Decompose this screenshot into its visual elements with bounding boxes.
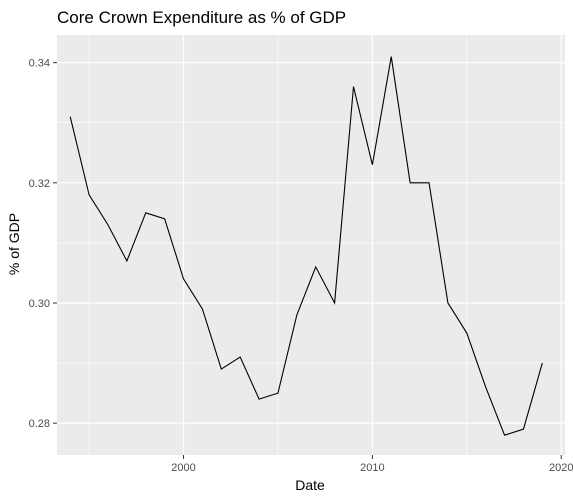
y-axis: 0.28 0.30 0.32 0.34: [29, 58, 57, 430]
data-point-2000: [183, 278, 185, 280]
x-tick-label: 2010: [360, 462, 384, 474]
data-point-2015: [466, 332, 468, 334]
x-axis: 2000 2010 2020: [171, 455, 573, 474]
data-point-2008: [334, 302, 336, 304]
plot-panel: [57, 35, 565, 455]
data-point-1999: [164, 218, 166, 220]
y-tick-label: 0.32: [29, 178, 50, 190]
y-axis-title: % of GDP: [6, 213, 22, 275]
data-point-2003: [239, 356, 241, 358]
data-point-2007: [315, 266, 317, 268]
data-point-2010: [371, 164, 373, 166]
data-point-2009: [352, 86, 354, 88]
data-point-2004: [258, 398, 260, 400]
data-point-2019: [541, 362, 543, 364]
data-point-2011: [390, 56, 392, 58]
data-point-1998: [145, 212, 147, 214]
y-tick-label: 0.30: [29, 298, 50, 310]
major-gridlines: [57, 35, 565, 455]
data-point-2006: [296, 314, 298, 316]
data-point-2018: [522, 428, 524, 430]
data-point-1996: [107, 224, 109, 226]
data-point-2013: [428, 182, 430, 184]
data-point-2002: [220, 368, 222, 370]
x-axis-title: Date: [295, 477, 325, 493]
data-point-1995: [88, 194, 90, 196]
y-tick-label: 0.34: [29, 58, 50, 70]
data-point-2017: [504, 434, 506, 436]
data-point-2001: [201, 308, 203, 310]
chart-title: Core Crown Expenditure as % of GDP: [57, 8, 346, 27]
data-point-1997: [126, 260, 128, 262]
x-tick-label: 2020: [549, 462, 573, 474]
series-line: [69, 56, 543, 436]
data-point-2005: [277, 392, 279, 394]
y-tick-label: 0.28: [29, 418, 50, 430]
minor-gridlines: [57, 35, 565, 455]
data-point-1994: [69, 116, 71, 118]
x-tick-label: 2000: [171, 462, 195, 474]
data-point-2012: [409, 182, 411, 184]
data-point-2016: [485, 386, 487, 388]
data-point-2014: [447, 302, 449, 304]
